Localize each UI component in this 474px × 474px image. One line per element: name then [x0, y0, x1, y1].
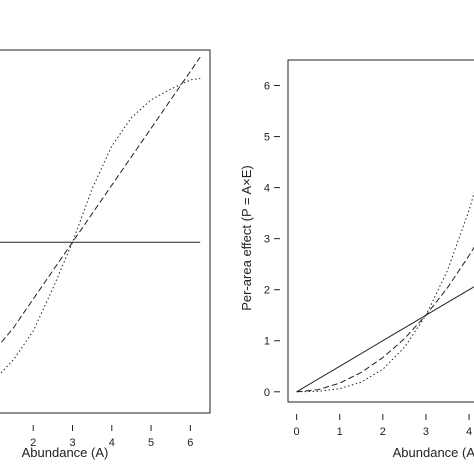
- y-tick-label: 1: [264, 336, 270, 348]
- y-tick-label: 2: [264, 285, 270, 297]
- x-tick-label: 4: [109, 437, 115, 449]
- x-tick-label: 3: [423, 426, 429, 438]
- plot-frame: [0, 50, 210, 413]
- series-line-dotted: [297, 166, 474, 392]
- x-tick-label: 0: [294, 426, 300, 438]
- y-axis-title: Per-area effect (P = A×E): [239, 165, 254, 311]
- x-tick-label: 5: [148, 437, 154, 449]
- x-tick-label: 2: [380, 426, 386, 438]
- series-line-solid: [297, 282, 474, 392]
- y-tick-label: 0: [264, 387, 270, 399]
- plot-frame: [288, 60, 474, 402]
- right-panel: 0 1 2 3 4 0 1 2 3 4 5 6 Abundance (A) Per-area effect…: [239, 60, 474, 460]
- series-line-dashed: [297, 235, 474, 392]
- y-tick-label: 6: [264, 81, 270, 93]
- x-axis-title: Abundance (A): [22, 445, 109, 460]
- series-line-dotted: [0, 79, 200, 385]
- x-tick-label: 6: [187, 437, 193, 449]
- x-tick-label: 1: [337, 426, 343, 438]
- series-line-dashed: [0, 57, 200, 356]
- x-tick-label: 4: [466, 426, 472, 438]
- y-tick-label: 4: [264, 183, 270, 195]
- y-tick-label: 3: [264, 234, 270, 246]
- x-axis-title: Abundance (A): [393, 445, 474, 460]
- y-tick-label: 5: [264, 132, 270, 144]
